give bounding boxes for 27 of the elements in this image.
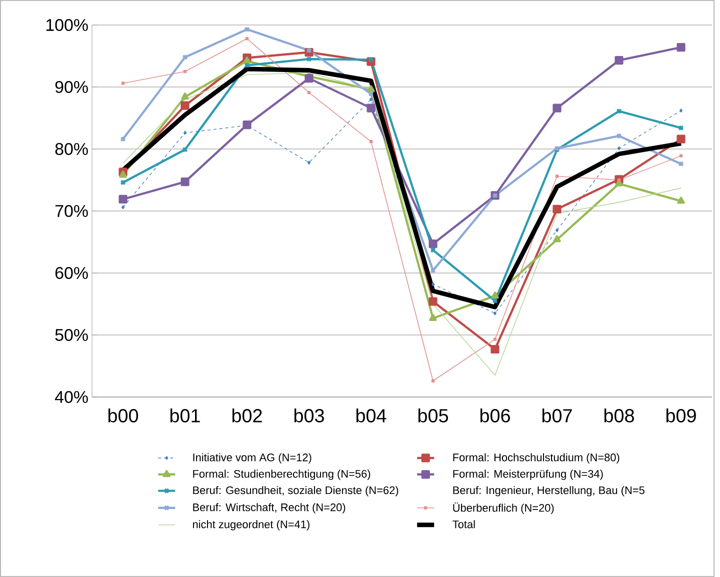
- legend-label: nicht zugeordnet (N=41): [193, 520, 310, 530]
- y-tick-label: 70%: [55, 204, 88, 217]
- x-tick-label: b06: [480, 408, 510, 422]
- legend-label: Formal: Studienberechtigung (N=56): [193, 470, 370, 480]
- x-tick-label: b04: [356, 408, 386, 422]
- legend-label: Beruf: Wirtschaft, Recht (N=20): [193, 503, 346, 514]
- x-tick-label: b09: [666, 408, 696, 422]
- legend-label: Beruf: Gesundheit, soziale Dienste (N=62): [193, 486, 398, 496]
- legend-label: Formal: Hochschulstudium (N=80): [453, 453, 620, 464]
- x-tick-label: b02: [232, 408, 262, 422]
- legend-label: Initiative vom AG (N=12): [193, 453, 312, 464]
- legend-label: Total: [452, 520, 475, 528]
- y-tick-label: 80%: [55, 142, 88, 155]
- x-tick-label: b03: [294, 408, 324, 422]
- y-tick-label: 40%: [54, 390, 88, 403]
- legend-label: Formal: Meisterprüfung (N=34): [453, 470, 603, 480]
- x-tick-label: b05: [418, 408, 448, 422]
- y-tick-label: 100%: [46, 18, 88, 31]
- y-tick-label: 90%: [55, 80, 88, 93]
- x-tick-label: b07: [542, 408, 572, 422]
- y-tick-label: 60%: [55, 266, 88, 279]
- x-tick-label: b08: [604, 408, 634, 422]
- legend-label: Überberuflich (N=20): [453, 502, 554, 514]
- x-tick-label: b00: [108, 408, 138, 422]
- text: Beruf: Ingenieur, Herstellung, Bau (N=5: [453, 486, 644, 496]
- y-tick-label: 50%: [55, 328, 88, 341]
- x-tick-label: b01: [170, 408, 200, 422]
